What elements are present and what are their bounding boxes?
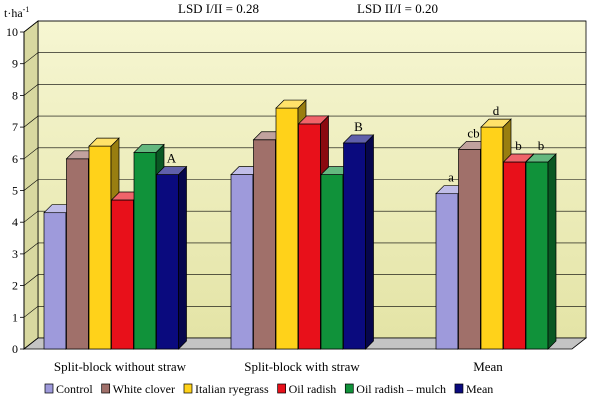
bar-front xyxy=(43,212,67,350)
legend-label: Control xyxy=(56,382,93,396)
legend-swatch xyxy=(454,383,464,394)
x-tick-label: Split-block without straw xyxy=(54,359,187,374)
x-tick-label: Split-block with straw xyxy=(244,359,360,374)
bar-side xyxy=(178,165,187,350)
legend-item: Oil radish xyxy=(277,382,337,396)
bar-front xyxy=(458,148,481,350)
legend-label: Italian ryegrass xyxy=(195,382,269,396)
bar-front xyxy=(88,145,112,350)
y-tick-label: 0 xyxy=(12,342,18,356)
bar-label: A xyxy=(167,151,177,166)
y-tick-label: 4 xyxy=(12,215,18,229)
y-tick-label: 9 xyxy=(12,57,18,71)
legend-item: Mean xyxy=(454,382,493,396)
legend-item: Italian ryegrass xyxy=(183,382,269,396)
gridline xyxy=(23,52,586,64)
legend-swatch xyxy=(277,383,286,394)
bar-front xyxy=(156,174,179,350)
bar-side xyxy=(365,134,374,350)
y-tick-label: 5 xyxy=(12,184,18,198)
gridline xyxy=(23,210,586,223)
gridline xyxy=(23,84,586,96)
bar-front xyxy=(275,107,299,350)
y-tick-label: 2 xyxy=(12,279,18,293)
bar-front xyxy=(343,142,366,350)
y-tick-label: 1 xyxy=(12,310,18,324)
legend-label: Mean xyxy=(466,382,493,396)
bar-label: a xyxy=(448,170,454,185)
legend-item: White clover xyxy=(101,382,175,396)
y-tick-label: 7 xyxy=(12,120,18,134)
legend-item: Oil radish – mulch xyxy=(344,382,446,396)
bar-top xyxy=(480,118,512,128)
legend-label: Oil radish xyxy=(289,382,337,396)
bar xyxy=(342,134,375,350)
bar-top xyxy=(275,99,307,109)
bar-label: B xyxy=(354,119,363,134)
bars xyxy=(43,99,557,350)
y-tick-label: 3 xyxy=(12,247,18,261)
bar-front xyxy=(435,193,459,350)
bar-front xyxy=(503,161,526,350)
bar xyxy=(525,153,557,350)
legend-swatch xyxy=(101,383,111,394)
bar xyxy=(155,165,188,350)
bar-top xyxy=(297,115,330,125)
legend-swatch xyxy=(183,383,193,394)
bar-top xyxy=(525,153,557,163)
bar-front xyxy=(111,199,134,350)
y-tick-label: 6 xyxy=(12,152,18,166)
bar-label: cb xyxy=(467,125,479,140)
bar-front xyxy=(525,161,549,350)
legend-swatch xyxy=(44,383,54,394)
gridline xyxy=(23,274,586,286)
legend-label: Oil radish – mulch xyxy=(356,382,446,396)
gridline xyxy=(23,242,586,255)
y-tick-label: 8 xyxy=(12,88,18,102)
bar-front xyxy=(230,174,254,350)
bar-side xyxy=(547,153,557,350)
bar-front xyxy=(66,158,89,350)
bar-top xyxy=(155,166,188,175)
y-axis: 0 1 2 3 4 5 6 7 8 9 10 xyxy=(6,25,25,356)
bar-front xyxy=(253,139,276,350)
bar-front xyxy=(298,123,321,350)
x-axis: Split-block without straw Split-block wit… xyxy=(54,359,503,374)
bar-front xyxy=(133,152,157,350)
bar-top xyxy=(88,137,120,147)
bar-label: d xyxy=(493,103,500,118)
y-tick-label: 10 xyxy=(6,25,18,39)
gridline xyxy=(23,115,586,128)
lsd-annotation-1: LSD I/II = 0.28 xyxy=(178,1,259,16)
legend-item: Control xyxy=(44,382,93,396)
y-axis-label: t·ha-1 xyxy=(4,5,29,20)
legend-label: White clover xyxy=(113,382,175,396)
legend-swatch xyxy=(344,383,354,394)
bar-label: b xyxy=(515,138,522,153)
bar-label: b xyxy=(538,138,545,153)
legend: Control White clover Italian ryegrass Oil r… xyxy=(44,382,493,396)
lsd-annotation-2: LSD II/I = 0.20 xyxy=(357,1,438,16)
bar-front xyxy=(320,174,344,350)
gridlines xyxy=(23,20,586,318)
bar-top xyxy=(342,134,375,144)
x-tick-label: Mean xyxy=(473,359,503,374)
bar-top xyxy=(133,144,165,153)
bar-front xyxy=(480,126,504,350)
gridline xyxy=(23,147,586,160)
gridline xyxy=(23,179,586,191)
bar-top xyxy=(502,153,535,163)
gridline xyxy=(23,20,586,33)
gridline xyxy=(23,305,586,318)
bar-labels: A Ba cbd b b xyxy=(167,103,544,185)
